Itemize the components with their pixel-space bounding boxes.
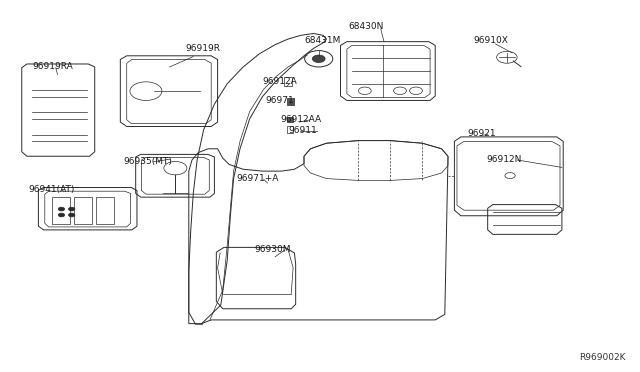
Bar <box>287 117 293 122</box>
Circle shape <box>68 213 75 217</box>
Text: 96971+A: 96971+A <box>237 174 279 183</box>
Text: R969002K: R969002K <box>579 353 626 362</box>
Bar <box>287 98 294 105</box>
Bar <box>52 197 70 224</box>
Bar <box>74 197 92 224</box>
Bar <box>284 77 292 86</box>
Text: 96912AA: 96912AA <box>280 115 321 124</box>
Text: 96935(MT): 96935(MT) <box>123 157 172 166</box>
Text: 96910X: 96910X <box>474 36 508 45</box>
Bar <box>287 126 293 133</box>
Text: 96921: 96921 <box>467 129 496 138</box>
Circle shape <box>312 55 325 62</box>
Text: 96971: 96971 <box>266 96 294 105</box>
Text: 96941(AT): 96941(AT) <box>29 185 75 194</box>
Circle shape <box>68 207 75 211</box>
Text: 68431M: 68431M <box>305 36 341 45</box>
Text: 96919R: 96919R <box>186 44 221 53</box>
Text: 96911: 96911 <box>288 126 317 135</box>
Circle shape <box>58 207 65 211</box>
Text: 68430N: 68430N <box>349 22 384 31</box>
Text: 96919RA: 96919RA <box>32 62 73 71</box>
Text: 96912A: 96912A <box>262 77 297 86</box>
Bar <box>96 197 114 224</box>
Text: 96912N: 96912N <box>486 155 522 164</box>
Text: 96930M: 96930M <box>255 245 291 254</box>
Circle shape <box>58 213 65 217</box>
